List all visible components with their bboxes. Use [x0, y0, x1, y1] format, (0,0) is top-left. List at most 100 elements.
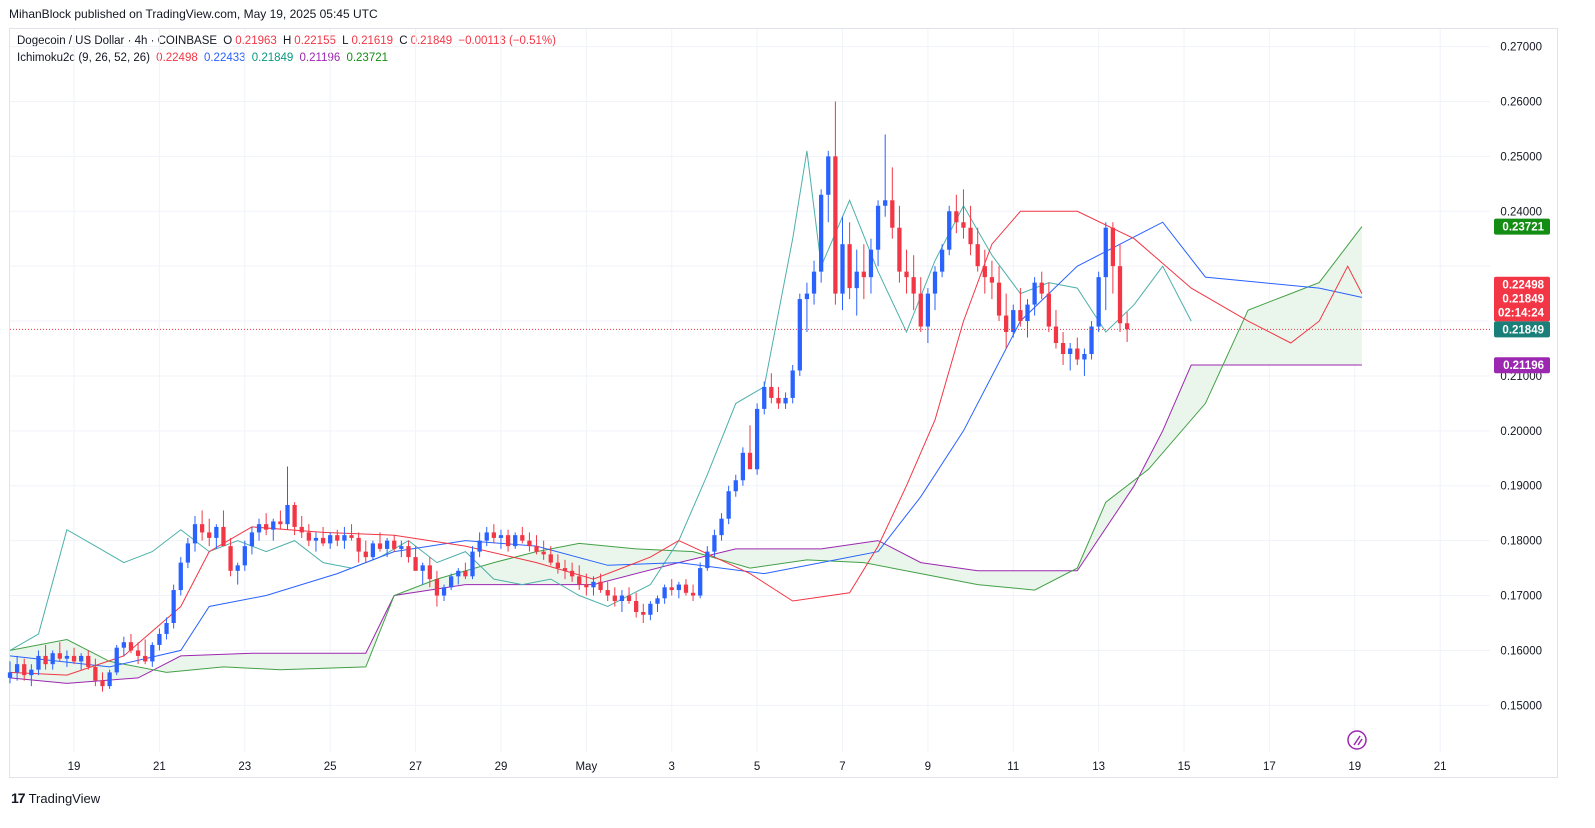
candle [427, 557, 432, 588]
candle-body [491, 532, 496, 538]
candle [854, 249, 859, 316]
candle [1039, 271, 1044, 300]
candle-body [363, 551, 368, 558]
candle [804, 282, 810, 333]
candle-body [157, 633, 162, 645]
high-value: 0.22155 [294, 35, 336, 47]
candle [64, 650, 70, 667]
open-label: O [223, 35, 233, 47]
lead-span-a-line [9, 226, 1363, 673]
candle-body [249, 532, 255, 547]
tradingview-logo-icon[interactable]: 17 [11, 790, 26, 806]
candle [904, 249, 909, 294]
candle-body [868, 249, 874, 278]
candle [392, 535, 397, 552]
candle-body [989, 277, 995, 283]
candle [947, 205, 952, 256]
lead-a-value: 0.23721 [346, 52, 389, 64]
x-tick-label: 17 [1263, 761, 1276, 773]
candle-body [783, 397, 788, 404]
candle-body [178, 562, 183, 591]
candle [306, 524, 311, 547]
candle [164, 617, 169, 640]
countdown-text: 02:14:24 [1498, 307, 1545, 319]
candle-body [1089, 326, 1094, 354]
candle-body [135, 650, 141, 656]
candle-body [128, 642, 134, 651]
candle-body [349, 535, 354, 538]
candle [121, 636, 126, 656]
candle [883, 134, 888, 217]
candle [271, 518, 276, 541]
candle [43, 644, 48, 670]
symbol-title[interactable]: Dogecoin / US Dollar · 4h · COINBASE [17, 35, 218, 47]
candle-body [947, 211, 952, 250]
candle-body [854, 271, 859, 289]
candle [520, 526, 525, 544]
indicator-title[interactable]: Ichimoku2c (9, 26, 52, 26) [17, 52, 150, 64]
candle [712, 529, 717, 558]
candle [463, 562, 468, 580]
candle [954, 194, 959, 234]
candle [754, 403, 760, 475]
candle [335, 529, 340, 547]
candle-body [819, 194, 824, 272]
candle-body [826, 156, 831, 195]
candle-body [7, 672, 13, 678]
candle-body [43, 655, 48, 665]
candle-body [626, 595, 632, 602]
candle-body [192, 524, 198, 544]
candle [719, 513, 724, 541]
candle-body [776, 397, 781, 404]
conversion-value: 0.22498 [156, 52, 198, 64]
candle [612, 587, 617, 607]
candle-body [605, 590, 610, 596]
candle [328, 532, 333, 549]
candle [797, 293, 802, 376]
candle-body [1046, 293, 1051, 327]
candle [1004, 293, 1009, 349]
candle-body [121, 642, 126, 648]
x-tick-label: 27 [409, 761, 422, 773]
candle-body [79, 655, 84, 662]
x-tick-label: 5 [754, 761, 760, 773]
candle [932, 266, 938, 311]
candle [420, 562, 425, 585]
candle-body [420, 565, 425, 571]
candle [413, 546, 418, 571]
candle [107, 669, 112, 689]
candle [783, 392, 788, 409]
price-tag-text: 0.23721 [1502, 222, 1544, 234]
low-label: L [342, 35, 349, 47]
candle [769, 373, 774, 404]
candle [676, 581, 681, 599]
candle [150, 642, 155, 667]
candle [584, 573, 589, 596]
candle [285, 466, 290, 530]
candle [982, 249, 987, 294]
candle [114, 644, 119, 676]
price-tag-bg [1494, 276, 1550, 293]
candle-body [584, 584, 589, 588]
candle-body [911, 277, 916, 294]
candle-body [612, 595, 617, 602]
x-tick-label: 13 [1092, 761, 1105, 773]
candle [975, 227, 980, 272]
footer-brand[interactable]: TradingView [28, 790, 101, 806]
candle-body [1004, 315, 1009, 333]
candle-body [264, 524, 269, 530]
price-tag-bg [1494, 321, 1550, 338]
candle-body [164, 622, 169, 634]
candle [819, 189, 824, 283]
candle [605, 581, 610, 602]
lead-b-price-tag: 0.21196 [1494, 357, 1550, 374]
candle-body [1124, 323, 1130, 330]
candle-body [335, 535, 340, 541]
candle [1096, 271, 1101, 333]
candle-body [968, 227, 973, 245]
candle [93, 658, 98, 687]
x-tick-label: 21 [153, 761, 166, 773]
candle [1117, 244, 1123, 333]
candle [1110, 222, 1116, 294]
